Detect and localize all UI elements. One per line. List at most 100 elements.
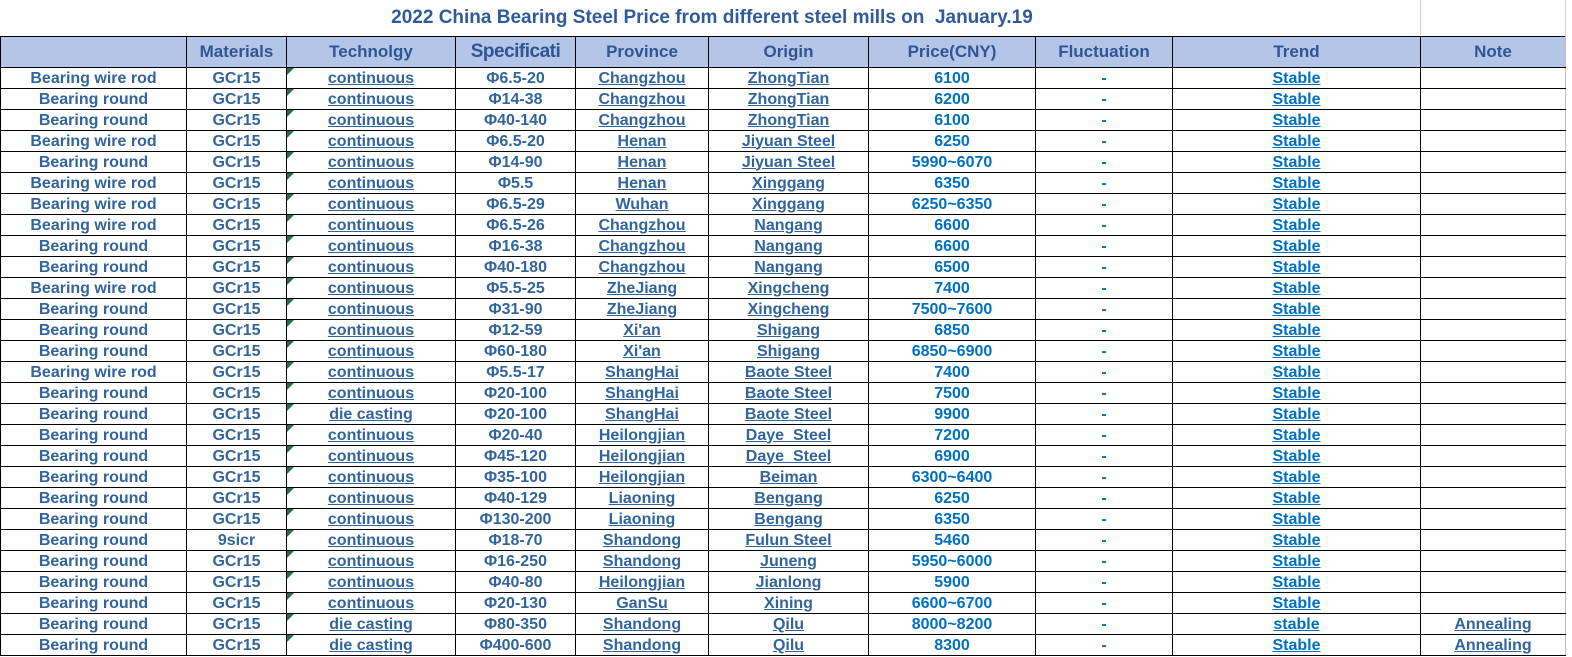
cell-price[interactable]: 8300 — [868, 634, 1036, 656]
cell-technology[interactable]: continuous — [286, 550, 456, 572]
cell-price[interactable]: 6500 — [868, 256, 1036, 278]
cell-note[interactable] — [1420, 319, 1566, 341]
cell-province[interactable]: Henan — [575, 130, 709, 152]
cell-specification[interactable]: Φ6.5-29 — [455, 193, 576, 215]
cell-trend[interactable]: Stable — [1172, 109, 1421, 131]
cell-product[interactable]: Bearing round — [0, 109, 187, 131]
cell-origin[interactable]: Xinggang — [708, 193, 869, 215]
cell-trend[interactable]: Stable — [1172, 424, 1421, 446]
cell-trend[interactable]: Stable — [1172, 151, 1421, 173]
cell-province[interactable]: Shandong — [575, 634, 709, 656]
cell-note[interactable] — [1420, 193, 1566, 215]
cell-materials[interactable]: GCr15 — [186, 277, 287, 299]
cell-fluctuation[interactable]: - — [1035, 256, 1173, 278]
cell-trend[interactable]: Stable — [1172, 445, 1421, 467]
cell-trend[interactable]: Stable — [1172, 88, 1421, 110]
cell-product[interactable]: Bearing round — [0, 424, 187, 446]
cell-price[interactable]: 6100 — [868, 67, 1036, 89]
cell-specification[interactable]: Φ35-100 — [455, 466, 576, 488]
cell-technology[interactable]: continuous — [286, 424, 456, 446]
cell-materials[interactable]: GCr15 — [186, 424, 287, 446]
cell-materials[interactable]: GCr15 — [186, 151, 287, 173]
cell-province[interactable]: Henan — [575, 151, 709, 173]
cell-product[interactable]: Bearing round — [0, 466, 187, 488]
cell-note[interactable] — [1420, 172, 1566, 194]
cell-fluctuation[interactable]: - — [1035, 466, 1173, 488]
cell-province[interactable]: Heilongjian — [575, 466, 709, 488]
cell-fluctuation[interactable]: - — [1035, 67, 1173, 89]
cell-note[interactable] — [1420, 151, 1566, 173]
cell-price[interactable]: 6850 — [868, 319, 1036, 341]
cell-technology[interactable]: continuous — [286, 319, 456, 341]
column-header-materials[interactable]: Materials — [186, 36, 287, 68]
cell-province[interactable]: Changzhou — [575, 235, 709, 257]
cell-trend[interactable]: Stable — [1172, 361, 1421, 383]
cell-note[interactable] — [1420, 508, 1566, 530]
cell-trend[interactable]: Stable — [1172, 67, 1421, 89]
cell-specification[interactable]: Φ6.5-26 — [455, 214, 576, 236]
cell-materials[interactable]: GCr15 — [186, 109, 287, 131]
cell-materials[interactable]: GCr15 — [186, 613, 287, 635]
cell-trend[interactable]: Stable — [1172, 214, 1421, 236]
cell-product[interactable]: Bearing wire rod — [0, 172, 187, 194]
cell-note[interactable] — [1420, 214, 1566, 236]
cell-fluctuation[interactable]: - — [1035, 550, 1173, 572]
cell-materials[interactable]: GCr15 — [186, 571, 287, 593]
cell-note[interactable] — [1420, 529, 1566, 551]
cell-price[interactable]: 6600~6700 — [868, 592, 1036, 614]
cell-origin[interactable]: Nangang — [708, 235, 869, 257]
cell-province[interactable]: Changzhou — [575, 109, 709, 131]
cell-province[interactable]: Heilongjian — [575, 571, 709, 593]
cell-technology[interactable]: continuous — [286, 466, 456, 488]
cell-specification[interactable]: Φ20-40 — [455, 424, 576, 446]
cell-materials[interactable]: GCr15 — [186, 193, 287, 215]
cell-province[interactable]: Shandong — [575, 613, 709, 635]
cell-origin[interactable]: Jiyuan Steel — [708, 130, 869, 152]
cell-trend[interactable]: Stable — [1172, 466, 1421, 488]
cell-trend[interactable]: Stable — [1172, 256, 1421, 278]
cell-price[interactable]: 7200 — [868, 424, 1036, 446]
column-header-price[interactable]: Price(CNY) — [868, 36, 1036, 68]
cell-note[interactable] — [1420, 592, 1566, 614]
cell-price[interactable]: 6350 — [868, 508, 1036, 530]
cell-specification[interactable]: Φ20-130 — [455, 592, 576, 614]
cell-product[interactable]: Bearing wire rod — [0, 67, 187, 89]
cell-province[interactable]: Liaoning — [575, 487, 709, 509]
cell-specification[interactable]: Φ16-250 — [455, 550, 576, 572]
cell-specification[interactable]: Φ40-80 — [455, 571, 576, 593]
cell-price[interactable]: 6350 — [868, 172, 1036, 194]
column-header-technology[interactable]: Technolgy — [286, 36, 456, 68]
cell-materials[interactable]: GCr15 — [186, 319, 287, 341]
cell-fluctuation[interactable]: - — [1035, 172, 1173, 194]
cell-note[interactable] — [1420, 88, 1566, 110]
cell-price[interactable]: 6250~6350 — [868, 193, 1036, 215]
cell-province[interactable]: Heilongjian — [575, 424, 709, 446]
cell-note[interactable] — [1420, 109, 1566, 131]
cell-price[interactable]: 6600 — [868, 214, 1036, 236]
cell-technology[interactable]: die casting — [286, 403, 456, 425]
cell-origin[interactable]: ZhongTian — [708, 67, 869, 89]
cell-origin[interactable]: Qilu — [708, 634, 869, 656]
cell-specification[interactable]: Φ31-90 — [455, 298, 576, 320]
cell-materials[interactable]: GCr15 — [186, 508, 287, 530]
cell-product[interactable]: Bearing round — [0, 571, 187, 593]
cell-specification[interactable]: Φ130-200 — [455, 508, 576, 530]
cell-fluctuation[interactable]: - — [1035, 613, 1173, 635]
cell-trend[interactable]: Stable — [1172, 172, 1421, 194]
cell-fluctuation[interactable]: - — [1035, 361, 1173, 383]
cell-province[interactable]: ShangHai — [575, 403, 709, 425]
cell-province[interactable]: Heilongjian — [575, 445, 709, 467]
cell-origin[interactable]: Nangang — [708, 214, 869, 236]
column-header-specification[interactable]: Specificati — [455, 36, 576, 68]
cell-product[interactable]: Bearing round — [0, 592, 187, 614]
cell-product[interactable]: Bearing round — [0, 298, 187, 320]
cell-technology[interactable]: continuous — [286, 277, 456, 299]
cell-specification[interactable]: Φ12-59 — [455, 319, 576, 341]
cell-origin[interactable]: Jianlong — [708, 571, 869, 593]
column-header-trend[interactable]: Trend — [1172, 36, 1421, 68]
cell-origin[interactable]: Xinggang — [708, 172, 869, 194]
cell-note[interactable] — [1420, 235, 1566, 257]
cell-product[interactable]: Bearing round — [0, 151, 187, 173]
cell-technology[interactable]: continuous — [286, 340, 456, 362]
cell-technology[interactable]: continuous — [286, 529, 456, 551]
